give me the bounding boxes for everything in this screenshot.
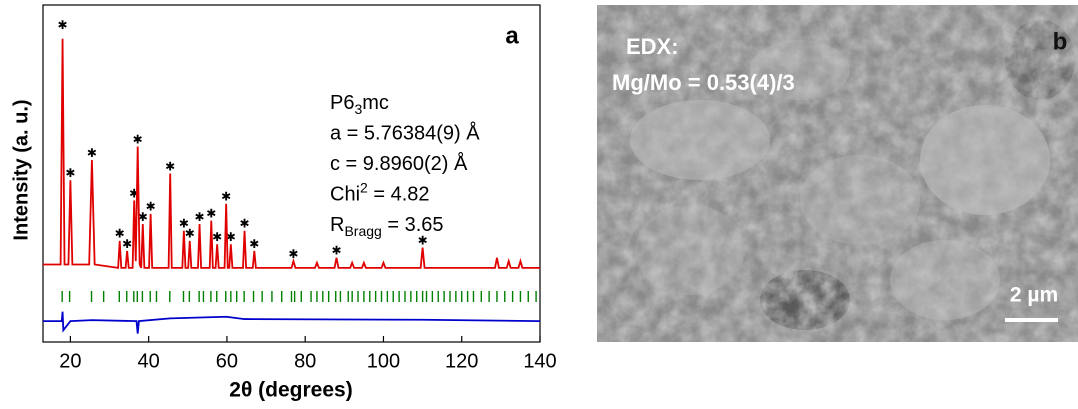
x-tick-label: 120: [445, 350, 478, 372]
edx-ratio: Mg/Mo = 0.53(4)/3: [612, 70, 795, 95]
star-marker: ✱: [129, 186, 139, 200]
x-tick-label: 20: [59, 350, 81, 372]
x-tick-label: 140: [523, 350, 556, 372]
star-marker: ✱: [331, 244, 341, 258]
star-marker: ✱: [240, 217, 250, 231]
annotation: c = 9.8960(2) Å: [330, 152, 468, 175]
annotation-part: = 3.65: [382, 214, 444, 236]
annotation-part: P6: [330, 92, 354, 114]
star-marker: ✱: [146, 200, 156, 214]
annotation-part: R: [330, 214, 344, 236]
edx-label: EDX:: [626, 34, 679, 59]
annotation-part: = 4.82: [368, 184, 430, 206]
y-axis-label: Intensity (a. u.): [10, 99, 32, 240]
x-axis-label: 2θ (degrees): [229, 379, 352, 402]
star-marker: ✱: [288, 247, 298, 261]
line-series: [43, 311, 541, 334]
annotation-part: mc: [362, 92, 389, 114]
line-series: [43, 38, 540, 269]
sem-texture: [597, 5, 1078, 342]
star-marker: ✱: [206, 206, 216, 220]
star-marker: ✱: [138, 210, 148, 224]
star-marker: ✱: [122, 237, 132, 251]
annotation-part: a = 5.76384(9) Å: [330, 122, 480, 145]
annotation-part: Chi: [330, 184, 360, 206]
star-marker: ✱: [58, 18, 68, 32]
star-marker: ✱: [179, 217, 189, 231]
x-tick-label: 80: [294, 350, 316, 372]
sem-image: EDX: Mg/Mo = 0.53(4)/3 b 2 µm: [597, 5, 1078, 342]
panel-label: a: [505, 22, 519, 49]
star-marker: ✱: [165, 159, 175, 173]
panel-label: b: [1053, 28, 1068, 55]
star-marker: ✱: [87, 146, 97, 160]
plot-frame: [42, 4, 541, 343]
star-marker: ✱: [221, 190, 231, 204]
star-marker: ✱: [115, 227, 125, 241]
x-tick-label: 60: [216, 350, 238, 372]
scale-bar-label: 2 µm: [1010, 284, 1058, 307]
star-marker: ✱: [65, 166, 75, 180]
x-tick-label: 100: [367, 350, 400, 372]
star-marker: ✱: [185, 227, 195, 241]
star-marker: ✱: [195, 210, 205, 224]
annotation: RBragg = 3.65: [330, 214, 444, 238]
star-marker: ✱: [418, 233, 428, 247]
annotation-part: 3: [354, 101, 362, 117]
annotation-part: 2: [360, 179, 368, 195]
star-marker: ✱: [212, 230, 222, 244]
annotation: a = 5.76384(9) Å: [330, 122, 480, 145]
star-marker: ✱: [226, 230, 236, 244]
annotation-part: Bragg: [344, 223, 381, 239]
annotation: P63mc: [330, 92, 389, 116]
annotation: Chi2 = 4.82: [330, 179, 430, 206]
x-tick-label: 40: [138, 350, 160, 372]
star-marker: ✱: [133, 132, 143, 146]
annotation-part: c = 9.8960(2) Å: [330, 152, 468, 175]
star-marker: ✱: [249, 237, 259, 251]
